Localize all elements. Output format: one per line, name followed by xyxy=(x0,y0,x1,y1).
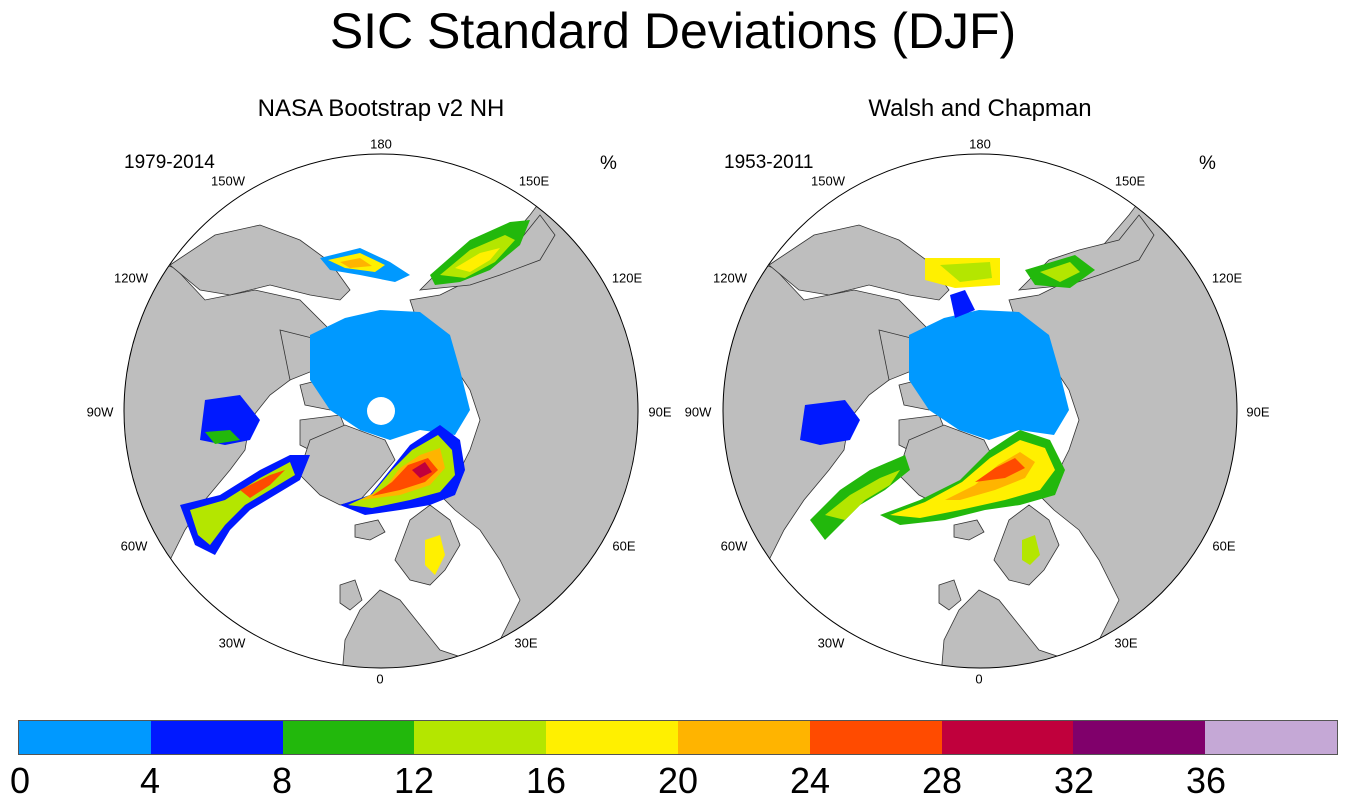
lon-label: 0 xyxy=(975,671,983,687)
lon-label: 0 xyxy=(376,671,384,687)
colorbar-tick-label: 16 xyxy=(525,760,567,801)
period-left: 1979-2014 xyxy=(124,152,215,173)
lon-label: 30E xyxy=(1114,635,1138,651)
lon-label: 120E xyxy=(1211,270,1243,286)
colorbar-tick-label: 20 xyxy=(657,760,699,801)
colorbar-cell xyxy=(282,721,415,754)
sic-field-right xyxy=(800,255,1095,565)
lon-label: 120W xyxy=(713,270,747,286)
polar-map-right xyxy=(722,153,1238,669)
colorbar-cell xyxy=(546,721,678,754)
lon-label: 90E xyxy=(1246,404,1270,420)
lon-label: 150W xyxy=(211,173,245,189)
polar-maps xyxy=(123,153,1238,669)
colorbar-cell xyxy=(19,721,151,754)
lon-label: 150E xyxy=(1114,173,1146,189)
colorbar-tick-label: 4 xyxy=(139,760,161,801)
panel-title-right: Walsh and Chapman xyxy=(868,95,1092,122)
lon-label: 90E xyxy=(648,404,672,420)
colorbar-tick-label: 8 xyxy=(271,760,293,801)
colorbar-tick-label: 36 xyxy=(1185,760,1227,801)
colorbar-cell xyxy=(1205,721,1337,754)
colorbar-tick-label: 24 xyxy=(789,760,831,801)
main-title: SIC Standard Deviations (DJF) xyxy=(329,3,1017,59)
colorbar xyxy=(18,720,1338,755)
lon-label: 30W xyxy=(218,635,246,651)
colorbar-tick-label: 0 xyxy=(9,760,31,801)
lon-label: 30E xyxy=(514,635,538,651)
colorbar-tick-label: 12 xyxy=(393,760,435,801)
lon-label: 60W xyxy=(720,538,748,554)
lon-label: 150E xyxy=(518,173,550,189)
colorbar-cell xyxy=(1073,721,1206,754)
lon-label: 90W xyxy=(86,404,114,420)
unit-right: % xyxy=(1199,153,1216,174)
colorbar-cell xyxy=(677,721,810,754)
sic-field-left xyxy=(180,220,530,575)
unit-left: % xyxy=(600,153,617,174)
colorbar-cell xyxy=(414,721,547,754)
colorbar-cell xyxy=(809,721,942,754)
lon-label: 90W xyxy=(684,404,712,420)
colorbar-cell xyxy=(150,721,283,754)
period-right: 1953-2011 xyxy=(724,152,814,173)
polar-map-left xyxy=(123,153,639,669)
lon-label: 150W xyxy=(811,173,845,189)
lon-label: 60E xyxy=(1212,538,1236,554)
lon-label: 60W xyxy=(120,538,148,554)
colorbar-cell xyxy=(941,721,1074,754)
colorbar-tick-label: 32 xyxy=(1053,760,1095,801)
panel-title-left: NASA Bootstrap v2 NH xyxy=(257,95,505,122)
lon-label: 180 xyxy=(370,136,392,152)
colorbar-tick-label: 28 xyxy=(921,760,963,801)
lon-label: 180 xyxy=(969,136,991,152)
lon-label: 60E xyxy=(612,538,636,554)
lon-label: 120E xyxy=(611,270,643,286)
lon-label: 30W xyxy=(817,635,845,651)
lon-label: 120W xyxy=(114,270,148,286)
